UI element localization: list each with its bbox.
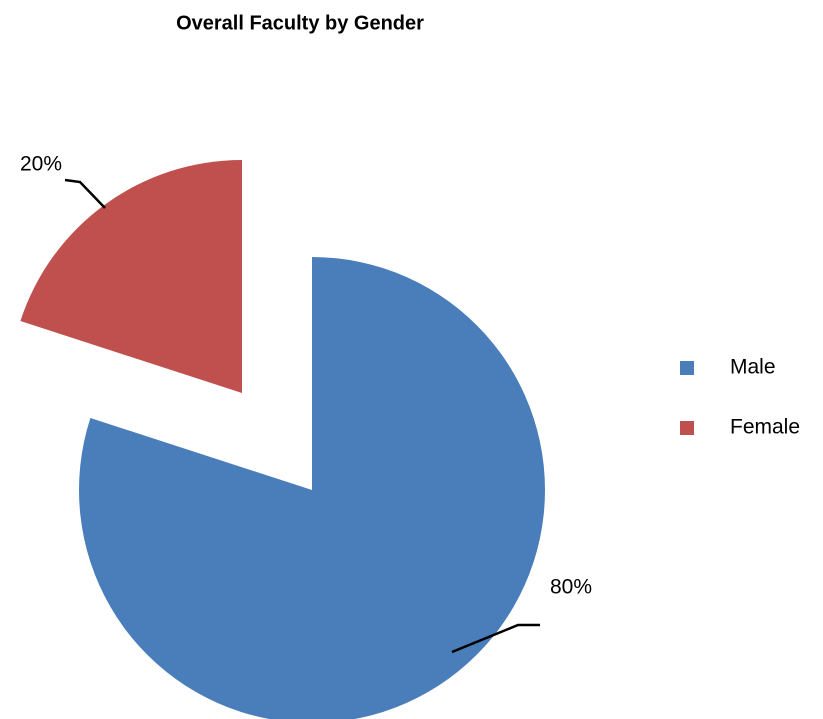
legend-swatch: [680, 361, 694, 375]
data-label: 80%: [550, 576, 592, 599]
pie-slice: [79, 257, 545, 719]
chart-title: Overall Faculty by Gender: [176, 12, 424, 34]
legend-label: Male: [730, 356, 776, 379]
leader-line: [451, 623, 540, 654]
legend-swatch: [680, 421, 694, 435]
leader-line: [64, 178, 106, 209]
pie-slice: [20, 160, 242, 393]
legend-label: Female: [730, 416, 800, 439]
data-label: 20%: [20, 153, 62, 176]
